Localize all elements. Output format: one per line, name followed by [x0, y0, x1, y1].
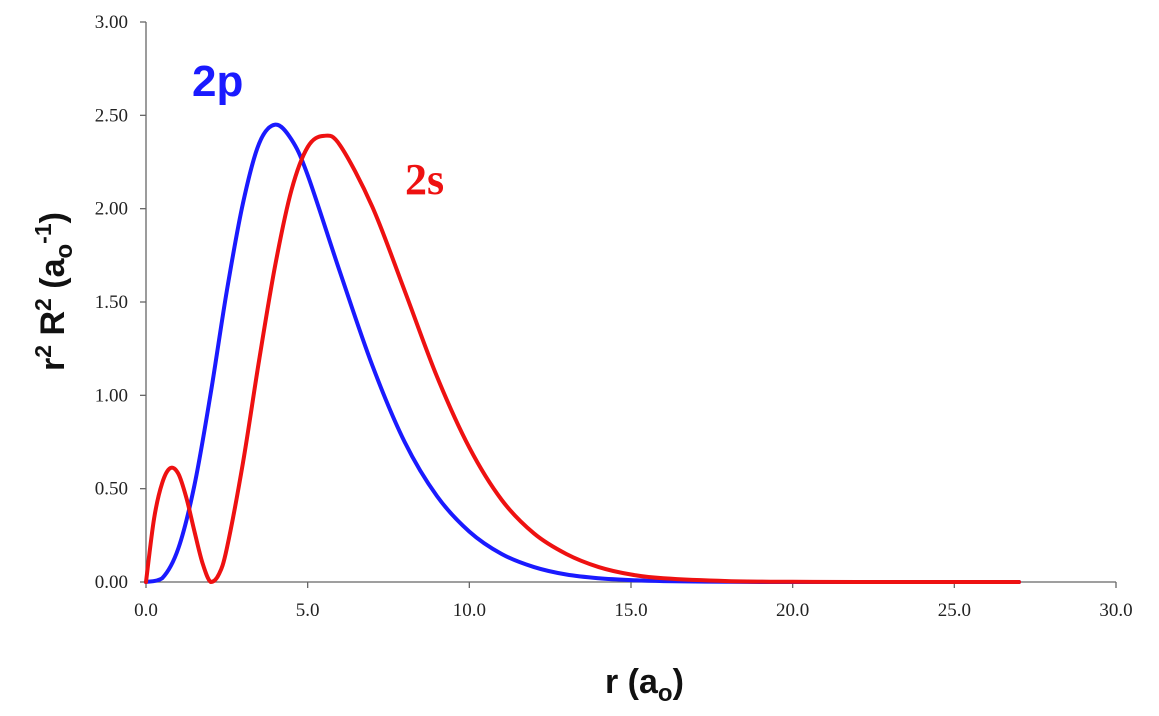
y-tick-label: 2.50	[95, 105, 128, 126]
y-tick-label: 0.00	[95, 572, 128, 593]
x-tick-label: 25.0	[938, 600, 971, 621]
series-line-2p	[144, 122, 1021, 585]
x-tick-label: 30.0	[1099, 600, 1132, 621]
y-tick-label: 1.50	[95, 292, 128, 313]
x-axis-title: r (ao)	[605, 663, 684, 707]
x-tick-label: 5.0	[296, 600, 320, 621]
x-tick-label: 10.0	[453, 600, 486, 621]
series-line-2s	[144, 133, 1021, 585]
y-tick-label: 3.00	[95, 12, 128, 33]
series-label-2p: 2p	[192, 57, 243, 106]
series-label-2s: 2s	[405, 155, 444, 204]
x-tick-label: 15.0	[614, 600, 647, 621]
x-tick-label: 0.0	[134, 600, 158, 621]
y-axis-title: r2 R2 (ao-1)	[30, 212, 78, 371]
plot-area: 0.00 0.50 1.00 1.50 2.00 2.50 3.00 0.0 5.0 10.0 1…	[95, 12, 1133, 621]
series-lines	[144, 122, 1021, 585]
y-tick-label: 0.50	[95, 479, 128, 500]
y-tick-label: 2.00	[95, 199, 128, 220]
x-tick-label: 20.0	[776, 600, 809, 621]
x-axis-ticks: 0.0 5.0 10.0 15.0 20.0 25.0 30.0	[134, 582, 1133, 621]
y-tick-label: 1.00	[95, 385, 128, 406]
y-axis-ticks: 0.00 0.50 1.00 1.50 2.00 2.50 3.00	[95, 12, 146, 593]
